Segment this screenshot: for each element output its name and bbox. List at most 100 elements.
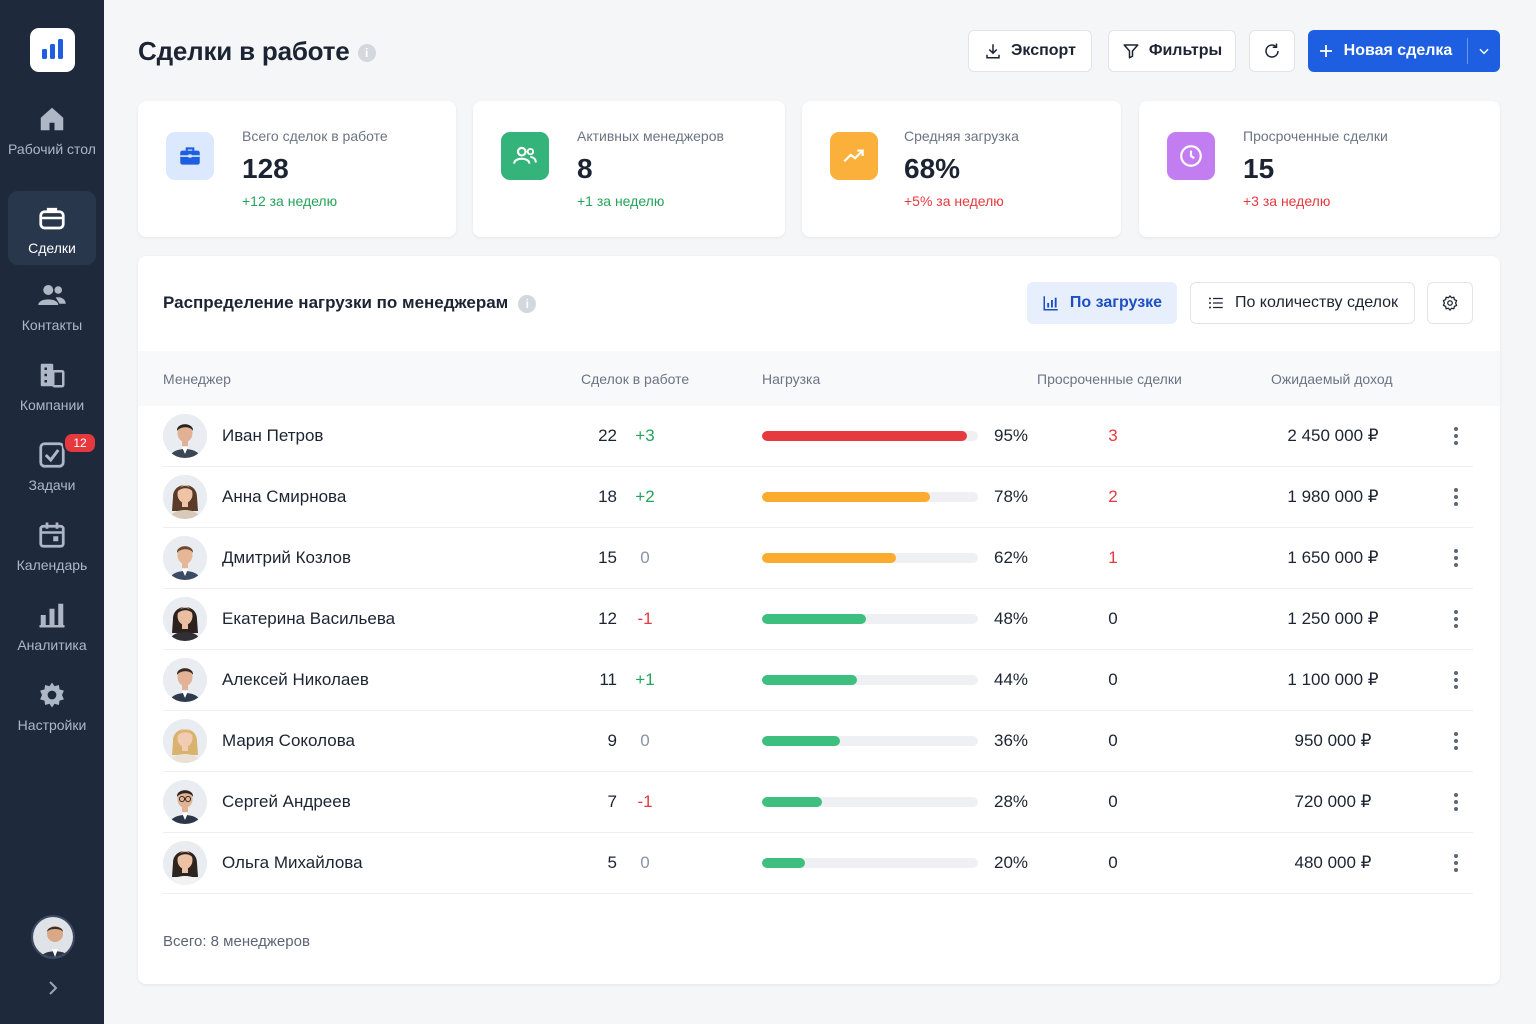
sidebar-item-label: Рабочий стол xyxy=(8,141,96,157)
gear-icon xyxy=(1442,295,1458,311)
briefcase-icon xyxy=(39,207,65,230)
deals-count: 11 xyxy=(599,670,617,689)
manager-name[interactable]: Сергей Андреев xyxy=(222,792,351,811)
load-bar xyxy=(762,553,978,563)
info-icon[interactable]: i xyxy=(518,294,537,313)
sidebar-item-label: Компании xyxy=(19,397,85,413)
load-percent: 78% xyxy=(994,487,1029,506)
table-settings-button[interactable] xyxy=(1427,282,1473,324)
filter-icon xyxy=(1123,44,1139,59)
manager-name[interactable]: Дмитрий Козлов xyxy=(222,548,352,567)
more-vertical-icon[interactable] xyxy=(1446,485,1466,509)
table-row[interactable]: Алексей Николаев 11 +1 44% 0 1 100 000 ₽ xyxy=(163,650,1473,711)
deals-delta: 0 xyxy=(640,731,650,750)
kpi-card-overdue-deals: Просроченные сделки 15 +3 за неделю xyxy=(1139,101,1500,237)
overdue-count: 0 xyxy=(1108,609,1118,628)
avatar xyxy=(163,536,207,580)
sidebar-item-dashboard[interactable]: Рабочий стол xyxy=(8,104,96,158)
overdue-count: 2 xyxy=(1108,487,1118,506)
manager-name[interactable]: Ольга Михайлова xyxy=(222,853,363,872)
deals-delta: -1 xyxy=(637,609,653,628)
table-row[interactable]: Сергей Андреев 7 -1 28% 0 720 000 ₽ xyxy=(163,772,1473,833)
table-row[interactable]: Анна Смирнова 18 +2 78% 2 1 980 000 ₽ xyxy=(163,467,1473,528)
load-bar xyxy=(762,675,978,685)
kpi-card-active-managers: Активных менеджеров 8 +1 за неделю xyxy=(473,101,785,237)
load-bar-fill xyxy=(762,614,866,624)
sidebar-item-tasks[interactable]: 12 Задачи xyxy=(8,432,97,494)
deals-count: 5 xyxy=(607,853,617,872)
export-button[interactable]: Экспорт xyxy=(968,30,1092,72)
column-header-manager[interactable]: Менеджер xyxy=(163,371,231,387)
load-bar xyxy=(762,736,978,746)
manager-name[interactable]: Анна Смирнова xyxy=(222,487,347,506)
manager-name[interactable]: Иван Петров xyxy=(222,426,324,445)
filters-button[interactable]: Фильтры xyxy=(1108,30,1236,72)
column-header-deals[interactable]: Сделок в работе xyxy=(581,371,690,387)
deals-delta: -1 xyxy=(637,792,653,811)
sidebar: Рабочий стол Сделки Контакты Компании 12… xyxy=(0,0,104,1024)
load-percent: 20% xyxy=(994,853,1029,872)
column-header-overdue[interactable]: Просроченные сделки xyxy=(1037,371,1182,387)
tab-by-count-label: По количеству сделок xyxy=(1234,294,1399,311)
manager-name[interactable]: Екатерина Васильева xyxy=(222,609,396,628)
chevron-down-icon[interactable] xyxy=(1477,44,1491,58)
expected-income: 1 250 000 ₽ xyxy=(1287,609,1379,628)
tab-by-load[interactable]: По загрузке xyxy=(1027,282,1177,324)
workload-panel: Распределение нагрузки по менеджерам i По… xyxy=(138,256,1500,984)
more-vertical-icon[interactable] xyxy=(1446,851,1466,875)
chevron-right-icon[interactable] xyxy=(43,976,63,1000)
deals-delta: 0 xyxy=(640,853,650,872)
table-row[interactable]: Иван Петров 22 +3 95% 3 2 450 000 ₽ xyxy=(163,406,1473,467)
sidebar-item-contacts[interactable]: Контакты xyxy=(8,280,96,334)
load-bar xyxy=(762,492,978,502)
overdue-count: 0 xyxy=(1108,853,1118,872)
avatar xyxy=(163,475,207,519)
sidebar-item-calendar[interactable]: Календарь xyxy=(8,520,96,574)
manager-name[interactable]: Алексей Николаев xyxy=(222,670,369,689)
column-header-income[interactable]: Ожидаемый доход xyxy=(1271,371,1393,387)
table-row[interactable]: Екатерина Васильева 12 -1 48% 0 1 250 000 ₽ xyxy=(163,589,1473,650)
users-icon xyxy=(501,132,549,180)
user-avatar-image xyxy=(33,917,73,957)
more-vertical-icon[interactable] xyxy=(1446,729,1466,753)
load-percent: 28% xyxy=(994,792,1029,811)
refresh-button[interactable] xyxy=(1249,30,1295,72)
tab-by-count[interactable]: По количеству сделок xyxy=(1190,282,1415,324)
new-deal-button[interactable]: Новая сделка xyxy=(1308,30,1500,72)
info-icon[interactable]: i xyxy=(357,44,376,63)
deals-count: 12 xyxy=(598,609,617,628)
deals-count: 18 xyxy=(598,487,617,506)
kpi-card-total-deals: Всего сделок в работе 128 +12 за неделю xyxy=(138,101,456,237)
kpi-value: 8 xyxy=(577,153,593,184)
kpi-card-average-load: Средняя загрузка 68% +5% за неделю xyxy=(802,101,1121,237)
column-header-load[interactable]: Нагрузка xyxy=(762,371,821,387)
avatar[interactable] xyxy=(31,915,75,959)
avatar xyxy=(163,841,207,885)
overdue-count: 0 xyxy=(1108,731,1118,750)
kpi-delta: +1 за неделю xyxy=(577,193,665,209)
sidebar-item-analytics[interactable]: Аналитика xyxy=(8,600,96,654)
more-vertical-icon[interactable] xyxy=(1446,668,1466,692)
kpi-delta: +12 за неделю xyxy=(242,193,338,209)
checkbox-icon xyxy=(39,442,65,468)
logo[interactable] xyxy=(30,28,75,72)
more-vertical-icon[interactable] xyxy=(1446,790,1466,814)
sidebar-item-settings[interactable]: Настройки xyxy=(8,680,96,734)
manager-name[interactable]: Мария Соколова xyxy=(222,731,355,750)
refresh-icon xyxy=(1265,43,1279,58)
sidebar-item-deals[interactable]: Сделки xyxy=(8,191,96,265)
deals-count: 22 xyxy=(598,426,617,445)
sidebar-item-companies[interactable]: Компании xyxy=(8,360,96,414)
more-vertical-icon[interactable] xyxy=(1446,546,1466,570)
overdue-count: 1 xyxy=(1108,548,1118,567)
more-vertical-icon[interactable] xyxy=(1446,424,1466,448)
list-icon xyxy=(1208,297,1223,309)
table-row[interactable]: Мария Соколова 9 0 36% 0 950 000 ₽ xyxy=(163,711,1473,772)
tasks-badge: 12 xyxy=(63,432,97,454)
table-row[interactable]: Дмитрий Козлов 15 0 62% 1 1 650 000 ₽ xyxy=(163,528,1473,589)
sidebar-item-label: Задачи xyxy=(28,477,76,493)
table-row[interactable]: Ольга Михайлова 5 0 20% 0 480 000 ₽ xyxy=(163,833,1473,894)
load-percent: 62% xyxy=(994,548,1029,567)
load-bar-fill xyxy=(762,675,858,685)
more-vertical-icon[interactable] xyxy=(1446,607,1466,631)
